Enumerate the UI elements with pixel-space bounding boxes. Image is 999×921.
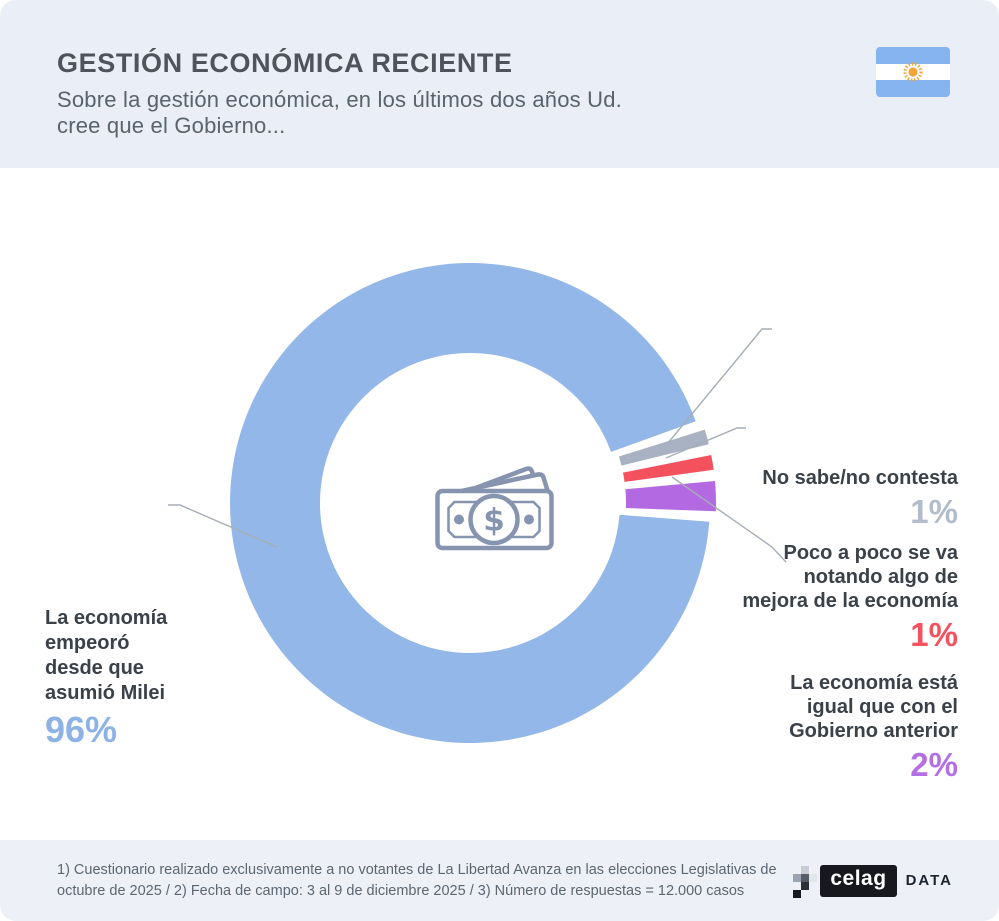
leader-line-gray <box>667 328 772 444</box>
callout-label-line: asumió Milei <box>45 682 166 704</box>
logo-suffix: DATA <box>905 872 953 889</box>
logo-pixel-mosaic-icon <box>793 863 819 899</box>
argentina-flag-icon <box>876 47 950 97</box>
svg-text:$: $ <box>483 503 505 539</box>
flag-stripe-bottom <box>876 80 950 97</box>
donut-segment-3 <box>625 481 717 512</box>
callout-label-line: mejora de la economía <box>742 590 958 612</box>
page-title: GESTIÓN ECONÓMICA RECIENTE <box>57 48 513 78</box>
callout-label-line: La economía está <box>790 672 958 694</box>
methodology-notes: 1) Cuestionario realizado exclusivamente… <box>57 860 777 902</box>
leader-line-purple <box>671 476 787 563</box>
footer: 1) Cuestionario realizado exclusivamente… <box>0 840 999 921</box>
header: GESTIÓN ECONÓMICA RECIENTE Sobre la gest… <box>0 0 999 168</box>
note-line2: octubre de 2025 / 2) Fecha de campo: 3 a… <box>57 882 745 899</box>
chart-area: $ La economía empeoró desde que asumió M… <box>0 168 999 840</box>
callout-percent: 1% <box>910 493 958 530</box>
callout-percent: 2% <box>910 746 958 783</box>
flag-stripe-top <box>876 47 950 64</box>
callout-no-sabe: No sabe/no contesta 1% <box>762 466 958 531</box>
donut-chart <box>168 263 787 744</box>
callout-label-line: igual que con el <box>806 696 958 718</box>
donut-segment-2 <box>623 455 714 482</box>
callout-label-line: desde que <box>45 657 144 679</box>
money-banknotes-icon: $ <box>435 466 554 551</box>
callout-label-line: notando algo de <box>803 566 958 588</box>
callout-mejora: Poco a poco se va notando algo de mejora… <box>742 541 958 654</box>
note-line1: 1) Cuestionario realizado exclusivamente… <box>57 861 777 878</box>
chart-question-line2: cree que el Gobierno... <box>57 113 286 138</box>
callout-label-line: La economía <box>45 607 168 629</box>
callout-label-line: Poco a poco se va <box>783 542 958 564</box>
callout-label-line: Gobierno anterior <box>789 720 958 742</box>
chart-question-line1: Sobre la gestión económica, en los últim… <box>57 87 622 112</box>
donut-segment-0 <box>230 263 710 744</box>
leader-line-main <box>168 504 278 548</box>
callout-label-line: empeoró <box>45 632 130 654</box>
callout-label-line: No sabe/no contesta <box>762 467 958 489</box>
chart-question: Sobre la gestión económica, en los últim… <box>57 87 950 139</box>
callout-igual: La economía está igual que con el Gobier… <box>789 671 958 784</box>
callout-main-segment: La economía empeoró desde que asumió Mil… <box>45 606 167 750</box>
callout-percent: 96% <box>45 709 118 750</box>
celag-data-logo: celag DATA <box>793 863 953 899</box>
callout-percent: 1% <box>910 616 958 653</box>
sun-of-may-icon <box>903 62 923 82</box>
donut-segment-1 <box>618 429 709 466</box>
leader-line-red <box>665 427 746 459</box>
logo-wordmark: celag <box>820 864 897 897</box>
